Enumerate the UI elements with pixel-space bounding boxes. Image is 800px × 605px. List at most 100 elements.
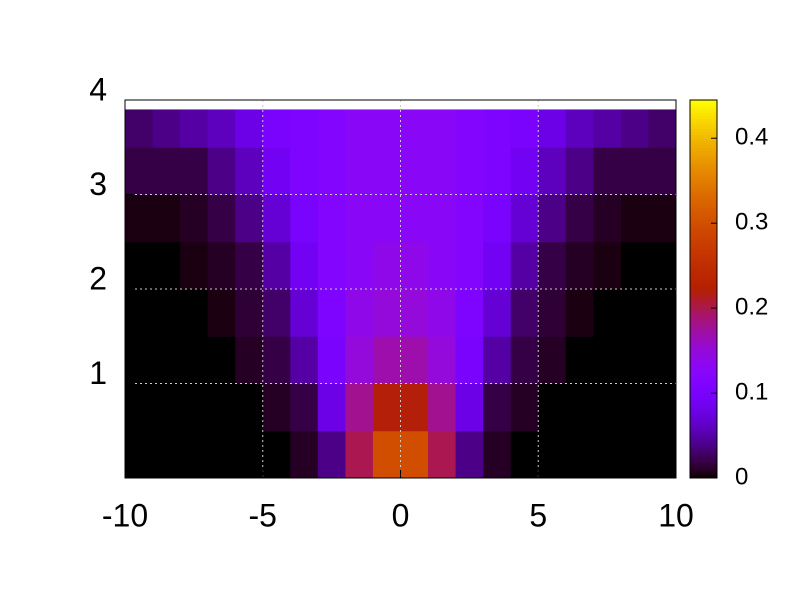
colorbar-segment — [690, 140, 717, 145]
heat-cell — [180, 430, 209, 479]
colorbar-segment — [690, 348, 717, 353]
colorbar-segment — [690, 418, 717, 422]
colorbar-segment — [690, 424, 717, 429]
heat-cell — [400, 194, 429, 243]
colorbar-segment — [690, 402, 717, 407]
colorbar-segment — [690, 389, 717, 394]
colorbar-segment — [690, 352, 717, 356]
heat-cell — [345, 241, 374, 290]
colorbar-segment — [690, 329, 717, 334]
heat-cell — [565, 109, 594, 148]
heat-cell — [620, 383, 649, 432]
colorbar-segment — [690, 377, 717, 381]
heat-cell — [593, 109, 622, 148]
heat-cell — [620, 147, 649, 195]
colorbar-segment — [690, 163, 717, 167]
colorbar-segment — [690, 147, 717, 151]
heat-cell — [235, 430, 264, 479]
heat-cell — [262, 109, 291, 148]
heat-cell — [207, 430, 236, 479]
heat-cell — [455, 194, 484, 243]
heat-cell — [400, 430, 429, 479]
heat-cell — [290, 147, 319, 195]
heat-cell — [290, 241, 319, 290]
heat-cell — [538, 241, 567, 290]
colorbar-segment — [690, 437, 717, 441]
heat-cell — [317, 147, 346, 195]
heat-cell — [538, 289, 567, 337]
heat-cell — [317, 383, 346, 432]
colorbar-segment — [690, 178, 717, 183]
colorbar-segment — [690, 100, 717, 104]
colorbar-segment — [690, 244, 717, 249]
heat-cell — [345, 109, 374, 148]
heat-cell — [207, 383, 236, 432]
colorbar-segment — [690, 197, 717, 202]
heat-cell — [483, 383, 512, 432]
colorbar-segment — [690, 134, 717, 139]
heat-cell — [152, 289, 181, 337]
colorbar-segment — [690, 248, 717, 252]
x-tick-label: 0 — [392, 497, 410, 533]
heat-cell — [290, 336, 319, 384]
colorbar-segment — [690, 282, 717, 287]
colorbar-tick-label: 0 — [735, 463, 748, 490]
heat-cell — [565, 194, 594, 243]
heat-cell — [207, 241, 236, 290]
heat-cell — [372, 383, 401, 432]
colorbar-segment — [690, 159, 717, 164]
heat-cell — [455, 147, 484, 195]
heat-cell — [152, 383, 181, 432]
heat-cell — [510, 336, 539, 384]
heat-cell — [262, 383, 291, 432]
colorbar-segment — [690, 257, 717, 262]
heat-cell — [483, 109, 512, 148]
heat-cell — [372, 241, 401, 290]
colorbar-segment — [690, 166, 717, 170]
colorbar-segment — [690, 333, 717, 337]
heat-cell — [648, 336, 677, 384]
heat-cell — [455, 430, 484, 479]
heat-cell — [262, 336, 291, 384]
heat-cell — [648, 147, 677, 195]
heat-cell — [538, 383, 567, 432]
x-tick-label: -10 — [102, 497, 148, 533]
heat-cell — [125, 336, 154, 384]
colorbar-segment — [690, 311, 717, 315]
colorbar-segment — [690, 443, 717, 447]
heat-cell — [262, 430, 291, 479]
heat-cell — [483, 430, 512, 479]
heat-cell — [317, 430, 346, 479]
colorbar-segment — [690, 254, 717, 258]
heat-cell — [180, 109, 209, 148]
colorbar-segment — [690, 427, 717, 432]
colorbar-segment — [690, 118, 717, 123]
colorbar-segment — [690, 405, 717, 410]
heat-cell — [620, 430, 649, 479]
colorbar-segment — [690, 465, 717, 470]
heat-cell — [565, 336, 594, 384]
colorbar-segment — [690, 125, 717, 129]
x-tick-label: 5 — [529, 497, 547, 533]
heat-cell — [483, 289, 512, 337]
colorbar-segment — [690, 194, 717, 199]
heat-cell — [207, 147, 236, 195]
heat-cell — [317, 241, 346, 290]
heat-cell — [180, 336, 209, 384]
colorbar-segment — [690, 150, 717, 155]
colorbar-segment — [690, 128, 717, 132]
heat-cell — [235, 194, 264, 243]
colorbar-segment — [690, 210, 717, 214]
colorbar-segment — [690, 415, 717, 419]
heat-cell — [125, 241, 154, 290]
heat-cell — [235, 147, 264, 195]
colorbar-segment — [690, 440, 717, 444]
heat-cell — [510, 109, 539, 148]
heat-cell — [372, 336, 401, 384]
heat-cell — [235, 241, 264, 290]
colorbar-segment — [690, 137, 717, 142]
heat-cell — [290, 109, 319, 148]
colorbar-segment — [690, 317, 717, 321]
colorbar-segment — [690, 251, 717, 255]
